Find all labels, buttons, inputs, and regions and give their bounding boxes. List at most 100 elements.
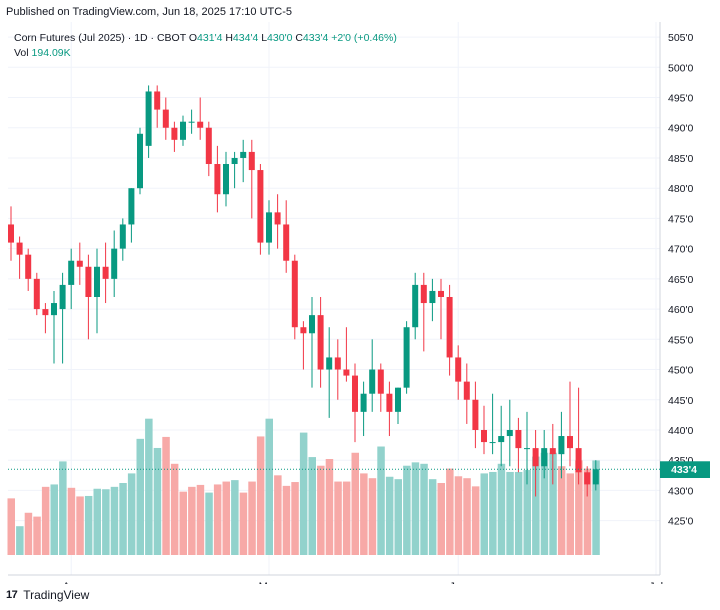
volume-bar (377, 446, 385, 555)
candle-body (300, 327, 307, 334)
candle-body (76, 260, 83, 267)
volume-bar (33, 516, 41, 555)
y-tick-label: 505'0 (668, 32, 694, 44)
volume-bar (583, 468, 592, 555)
volume-bar (428, 479, 437, 555)
volume-bar (557, 466, 566, 555)
candle-body (162, 109, 169, 128)
candle-body (111, 248, 118, 279)
volume-bar (394, 479, 402, 555)
x-tick-label: Jul (649, 581, 663, 584)
candle-body (412, 284, 419, 328)
y-tick-label: 470'0 (668, 244, 694, 256)
volume-bar (136, 438, 144, 555)
volume-bar (179, 491, 187, 555)
volume-bar (351, 452, 359, 555)
volume-bar (420, 463, 428, 555)
volume-bar (325, 459, 334, 555)
volume-bar (334, 481, 342, 555)
volume-bar (308, 457, 316, 555)
candle-body (25, 254, 32, 279)
candle-body (584, 472, 591, 485)
candle-body (395, 387, 401, 412)
candle-body (291, 260, 298, 328)
y-tick-label: 480'0 (668, 183, 694, 195)
volume-bar (360, 473, 368, 555)
chart-legend: Corn Futures (Jul 2025) · 1D · CBOT O431… (14, 32, 397, 44)
candle-body (532, 448, 539, 467)
volume-bar (93, 488, 101, 555)
volume-bar (454, 476, 463, 555)
price-axis-label: 433'4 (671, 464, 697, 476)
y-tick-label: 490'0 (668, 123, 694, 135)
volume-bar (514, 471, 523, 555)
candle-body (188, 121, 195, 123)
volume-bar (84, 495, 93, 555)
y-tick-label: 425'0 (668, 516, 694, 528)
volume-bar (67, 487, 76, 555)
volume-bar (7, 498, 15, 555)
volume-bar (317, 465, 325, 555)
candle-body (549, 448, 556, 455)
candle-body (128, 188, 135, 225)
volume-bar (385, 476, 394, 555)
candle-body (455, 357, 462, 382)
candle-body (326, 357, 333, 370)
candle-body (558, 436, 565, 455)
volume-bar (127, 473, 136, 555)
volume-bar (463, 478, 471, 555)
volume-bar (205, 492, 213, 555)
candle-body (498, 436, 505, 443)
volume-bar (213, 484, 222, 555)
candle-body (145, 91, 152, 146)
candle-body (85, 266, 92, 297)
candlestick-chart[interactable]: 505'0 500'0 495'0 490'0 485'0 480'0 475'0 470'0… (0, 22, 720, 584)
candle-body (446, 296, 453, 358)
volume-bar (248, 481, 256, 555)
volume-bar (24, 512, 33, 555)
candle-body (42, 309, 49, 316)
candle-body (575, 448, 582, 473)
volume-bar (532, 456, 540, 555)
publish-header: Published on TradingView.com, Jun 18, 20… (6, 6, 292, 18)
volume-bar (437, 483, 445, 555)
candle-body (102, 266, 109, 279)
candle-body (429, 290, 436, 304)
candle-body (197, 121, 204, 128)
volume-bar (16, 526, 24, 555)
volume-bar (76, 496, 84, 555)
volume-bar (102, 489, 110, 555)
volume-bar (523, 470, 531, 555)
volume-bar (222, 481, 230, 555)
volume-bar (540, 452, 549, 555)
candle-body (438, 290, 444, 297)
y-tick-label: 430'0 (668, 485, 694, 497)
candle-body (360, 393, 367, 412)
candle-body (16, 242, 23, 255)
candle-body (94, 266, 100, 297)
candle-body (541, 448, 548, 467)
candle-body (154, 91, 161, 110)
candle-body (59, 284, 66, 310)
candle-body (231, 157, 238, 165)
footer: 17 TradingView (6, 586, 89, 604)
candle-body (33, 278, 40, 310)
volume-bar (282, 485, 291, 555)
tradingview-logo-icon: 17 (6, 589, 18, 601)
volume-bar (188, 486, 196, 555)
candle-body (463, 381, 470, 400)
volume-bar (506, 471, 514, 555)
candle-body (283, 224, 290, 261)
volume-bar (59, 461, 67, 555)
candle-body (309, 315, 315, 334)
candle-body (240, 151, 247, 158)
y-tick-label: 455'0 (668, 334, 694, 346)
y-tick-label: 460'0 (668, 304, 694, 316)
volume-bar (368, 478, 377, 555)
volume-bar (291, 482, 299, 555)
y-tick-label: 465'0 (668, 274, 694, 286)
candle-body (592, 469, 599, 485)
candle-body (257, 170, 264, 243)
y-tick-label: 495'0 (668, 93, 694, 105)
publish-text: Published on TradingView.com, Jun 18, 20… (6, 6, 292, 18)
